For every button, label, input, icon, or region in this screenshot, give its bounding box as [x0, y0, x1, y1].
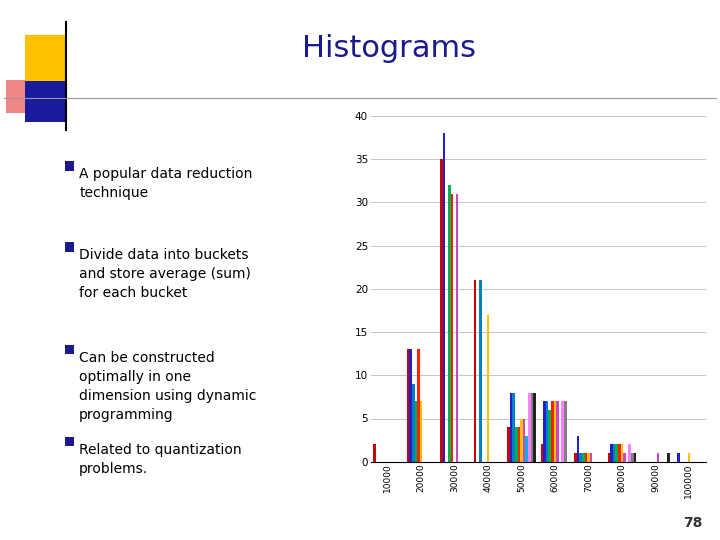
- Bar: [574, 453, 577, 462]
- Bar: [613, 444, 616, 462]
- Bar: [526, 436, 528, 462]
- Bar: [624, 453, 626, 462]
- Bar: [531, 393, 533, 462]
- Bar: [65, 437, 74, 446]
- Text: Can be constructed
optimally in one
dimension using dynamic
programming: Can be constructed optimally in one dime…: [79, 351, 256, 422]
- Bar: [554, 401, 557, 462]
- Bar: [410, 349, 412, 462]
- Bar: [577, 436, 580, 462]
- Bar: [513, 393, 515, 462]
- Bar: [688, 453, 690, 462]
- Bar: [678, 453, 680, 462]
- Text: A popular data reduction
technique: A popular data reduction technique: [79, 167, 253, 200]
- Bar: [65, 161, 74, 171]
- Bar: [65, 242, 74, 252]
- Bar: [562, 401, 564, 462]
- Bar: [580, 453, 582, 462]
- Text: Related to quantization
problems.: Related to quantization problems.: [79, 443, 242, 476]
- Bar: [25, 81, 65, 122]
- Bar: [587, 453, 590, 462]
- Bar: [415, 401, 417, 462]
- Bar: [515, 427, 518, 462]
- Bar: [448, 185, 451, 462]
- Text: 78: 78: [683, 516, 702, 530]
- Bar: [546, 401, 549, 462]
- Bar: [456, 194, 459, 462]
- Bar: [373, 444, 376, 462]
- Bar: [557, 401, 559, 462]
- Bar: [634, 453, 636, 462]
- Bar: [551, 401, 554, 462]
- Bar: [412, 384, 415, 462]
- Bar: [523, 418, 526, 462]
- Bar: [407, 349, 410, 462]
- Bar: [417, 349, 420, 462]
- Bar: [443, 133, 446, 462]
- Bar: [507, 427, 510, 462]
- Bar: [585, 453, 587, 462]
- Bar: [564, 401, 567, 462]
- Bar: [657, 453, 660, 462]
- Bar: [6, 80, 43, 113]
- Bar: [590, 453, 593, 462]
- Bar: [621, 444, 624, 462]
- Bar: [65, 345, 74, 354]
- Bar: [520, 418, 523, 462]
- Bar: [616, 444, 618, 462]
- Bar: [608, 453, 611, 462]
- Bar: [629, 444, 631, 462]
- Bar: [533, 393, 536, 462]
- Bar: [420, 401, 423, 462]
- Bar: [451, 194, 453, 462]
- Bar: [25, 35, 65, 84]
- Bar: [440, 159, 443, 462]
- Bar: [618, 444, 621, 462]
- Bar: [549, 410, 551, 462]
- Bar: [611, 444, 613, 462]
- Bar: [544, 401, 546, 462]
- Bar: [528, 393, 531, 462]
- Bar: [667, 453, 670, 462]
- Bar: [479, 280, 482, 462]
- Text: Histograms: Histograms: [302, 34, 476, 63]
- Bar: [631, 453, 634, 462]
- Text: Divide data into buckets
and store average (sum)
for each bucket: Divide data into buckets and store avera…: [79, 248, 251, 300]
- Bar: [541, 444, 544, 462]
- Bar: [510, 393, 513, 462]
- Bar: [474, 280, 477, 462]
- Bar: [487, 315, 490, 462]
- Bar: [582, 453, 585, 462]
- Bar: [518, 427, 520, 462]
